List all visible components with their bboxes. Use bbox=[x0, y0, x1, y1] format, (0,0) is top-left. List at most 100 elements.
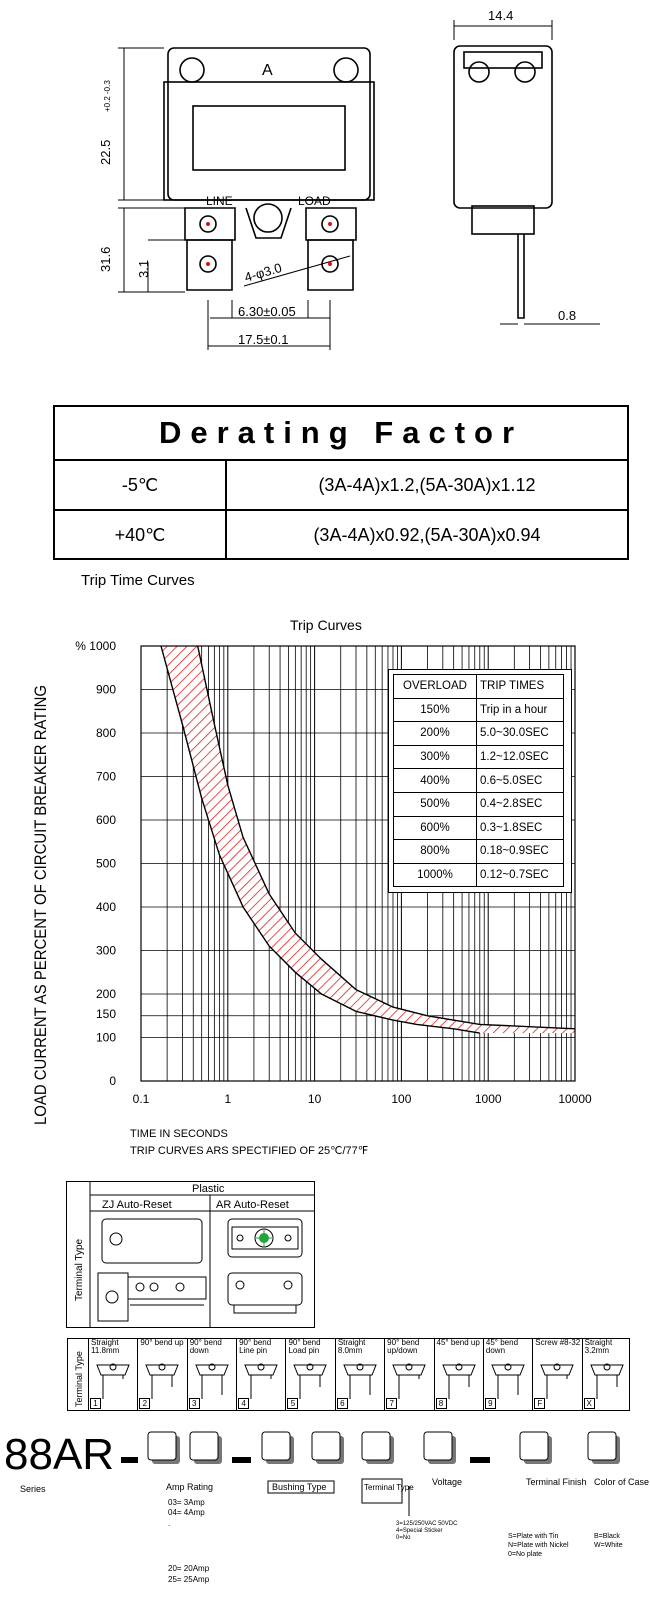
terminal-finish-label: Terminal Finish bbox=[526, 1477, 587, 1487]
color-option: B=Black bbox=[594, 1533, 620, 1540]
finish-option: N=Plate with Nickel bbox=[508, 1542, 569, 1549]
cell: 1000% bbox=[393, 862, 477, 888]
derating-temp: -5℃ bbox=[55, 461, 227, 509]
finish-option: 0=No plate bbox=[508, 1551, 542, 1558]
dim-terminal-small: 3.1 bbox=[136, 260, 151, 278]
plastic-col-ar: AR Auto-Reset bbox=[216, 1199, 289, 1211]
color-option: W=White bbox=[594, 1542, 623, 1549]
cell: 150% bbox=[393, 697, 477, 723]
dim-height-tol: +0.2 -0.3 bbox=[103, 80, 112, 112]
terminal-type-label: Terminal Type bbox=[364, 1483, 414, 1492]
cell: Trip in a hour bbox=[476, 697, 564, 723]
bushing-label: Bushing Type bbox=[272, 1482, 326, 1492]
y-tick-label: 700 bbox=[96, 770, 116, 784]
terminal-type-label: 90° bend down bbox=[189, 1338, 222, 1355]
voltage-option: 4=Special Sticker bbox=[396, 1528, 443, 1534]
x-tick-label: 10 bbox=[308, 1092, 322, 1106]
part-code-box bbox=[423, 1431, 453, 1461]
amp-option: 04= 4Amp bbox=[168, 1508, 205, 1517]
derating-row: +40℃ (3A-4A)x0.92,(5A-30A)x0.94 bbox=[55, 509, 627, 559]
y-axis-label: LOAD CURRENT AS PERCENT OF CIRCUIT BREAK… bbox=[31, 685, 50, 1125]
terminal-type-number: 9 bbox=[484, 1398, 496, 1409]
derating-factor: (3A-4A)x1.2,(5A-30A)x1.12 bbox=[318, 474, 536, 495]
trip-section-title: Trip Time Curves bbox=[81, 572, 195, 589]
table-row: 600% 0.3~1.8SEC bbox=[393, 815, 564, 841]
cell: 5.0~30.0SEC bbox=[476, 721, 564, 746]
overload-table: OVERLOAD TRIP TIMES 150% Trip in a hour 2… bbox=[393, 674, 564, 888]
terminal-type-number: 6 bbox=[336, 1398, 348, 1409]
part-code-box bbox=[587, 1431, 617, 1461]
terminal-type-label: 90° bend up/down bbox=[387, 1338, 420, 1355]
terminal-sketch bbox=[540, 1363, 575, 1399]
terminal-type-label: 90° bend Line pin bbox=[239, 1338, 272, 1355]
x-tick-label: 1000 bbox=[475, 1092, 502, 1106]
part-code-box bbox=[311, 1431, 341, 1461]
derating-row: -5℃ (3A-4A)x1.2,(5A-30A)x1.12 bbox=[55, 461, 627, 509]
terminal-type-cell: 45° bend up 8 bbox=[433, 1339, 483, 1410]
header-trip-times: TRIP TIMES bbox=[476, 674, 564, 699]
terminal-type-cell: Straight 3.2mm X bbox=[581, 1339, 631, 1410]
terminal-type-number: 4 bbox=[238, 1398, 250, 1409]
label-line: LINE bbox=[206, 194, 233, 208]
header-overload: OVERLOAD bbox=[393, 674, 477, 699]
x-tick-label: 0.1 bbox=[133, 1092, 150, 1106]
terminal-type-table: Terminal Type Straight 11.8mm 1 90° bend u… bbox=[67, 1338, 630, 1411]
dim-tab-width: 6.30±0.05 bbox=[238, 304, 296, 319]
cell: 200% bbox=[393, 721, 477, 746]
trip-curves-chart: 0.1 1 10 100 1000 10000 0 100 150 200 300 400 500 600… bbox=[31, 617, 592, 1157]
table-row: 300% 1.2~12.0SEC bbox=[393, 744, 564, 770]
terminal-side-label-cell: Terminal Type bbox=[68, 1339, 88, 1410]
terminal-sketch bbox=[589, 1363, 624, 1399]
cell: 600% bbox=[393, 815, 477, 841]
terminal-type-number: X bbox=[583, 1398, 595, 1409]
cell: 800% bbox=[393, 839, 477, 864]
derating-temp: +40℃ bbox=[55, 511, 227, 559]
terminal-type-cell: 90° bend Load pin 5 bbox=[285, 1339, 334, 1410]
terminal-type-number: 8 bbox=[435, 1398, 447, 1409]
part-prefix: 88AR bbox=[4, 1430, 115, 1479]
trip-curve bbox=[160, 645, 480, 1034]
part-code-box bbox=[147, 1431, 177, 1461]
terminal-type-label: 45° bend down bbox=[485, 1338, 519, 1355]
chart-title: Trip Curves bbox=[290, 617, 362, 633]
y-tick-label: 500 bbox=[96, 857, 116, 871]
table-row: 400% 0.6~5.0SEC bbox=[393, 768, 564, 793]
terminal-type-number: 5 bbox=[287, 1398, 299, 1409]
y-tick-label: 100 bbox=[96, 1031, 116, 1045]
dim-pitch: 17.5±0.1 bbox=[238, 332, 289, 347]
dim-terminal-len: 31.6 bbox=[98, 247, 113, 272]
terminal-sketch bbox=[96, 1363, 130, 1399]
terminal-sketch bbox=[491, 1363, 525, 1399]
plastic-col-zj: ZJ Auto-Reset bbox=[102, 1199, 172, 1211]
derating-title: Derating Factor bbox=[55, 407, 627, 461]
color-label: Color of Case bbox=[594, 1477, 649, 1487]
dim-hole: 4-φ3.0 bbox=[243, 260, 284, 285]
dim-width: 14.4 bbox=[488, 8, 513, 23]
amp-rating-label: Amp Rating bbox=[166, 1482, 213, 1492]
table-row: 800% 0.18~0.9SEC bbox=[393, 839, 564, 864]
table-row: 200% 5.0~30.0SEC bbox=[393, 721, 564, 746]
table-row: 1000% 0.12~0.7SEC bbox=[393, 862, 564, 888]
part-code-box bbox=[361, 1431, 391, 1461]
table-row: 500% 0.4~2.8SEC bbox=[393, 791, 564, 817]
voltage-label: Voltage bbox=[432, 1477, 462, 1487]
plastic-side-label: Terminal Type bbox=[74, 1238, 85, 1301]
series-label: Series bbox=[20, 1484, 46, 1494]
x-tick-label: 10000 bbox=[558, 1092, 592, 1106]
y-tick-label: 300 bbox=[96, 944, 116, 958]
terminal-type-number: 2 bbox=[139, 1398, 151, 1409]
terminal-type-number: 1 bbox=[90, 1398, 101, 1409]
terminal-type-cell: 90° bend Line pin 4 bbox=[236, 1339, 285, 1410]
terminal-type-label: Straight 11.8mm bbox=[91, 1338, 120, 1355]
x-tick-label: 100 bbox=[391, 1092, 411, 1106]
plot-frame bbox=[140, 645, 576, 1082]
y-tick-label: 150 bbox=[96, 1007, 116, 1021]
table-row: OVERLOAD TRIP TIMES bbox=[393, 674, 564, 699]
amp-option: . bbox=[168, 1519, 170, 1528]
dim-thickness: 0.8 bbox=[558, 308, 576, 323]
mechanical-drawing: A LINE LOAD 14.4 22.5 +0.2 -0.3 31.6 3.1… bbox=[98, 8, 600, 350]
part-number-diagram: Series Amp Rating 03= 3Amp 04= 4Amp . 20… bbox=[20, 1431, 649, 1584]
label-load: LOAD bbox=[298, 194, 331, 208]
label-a: A bbox=[262, 62, 273, 79]
part-code-box bbox=[519, 1431, 549, 1461]
